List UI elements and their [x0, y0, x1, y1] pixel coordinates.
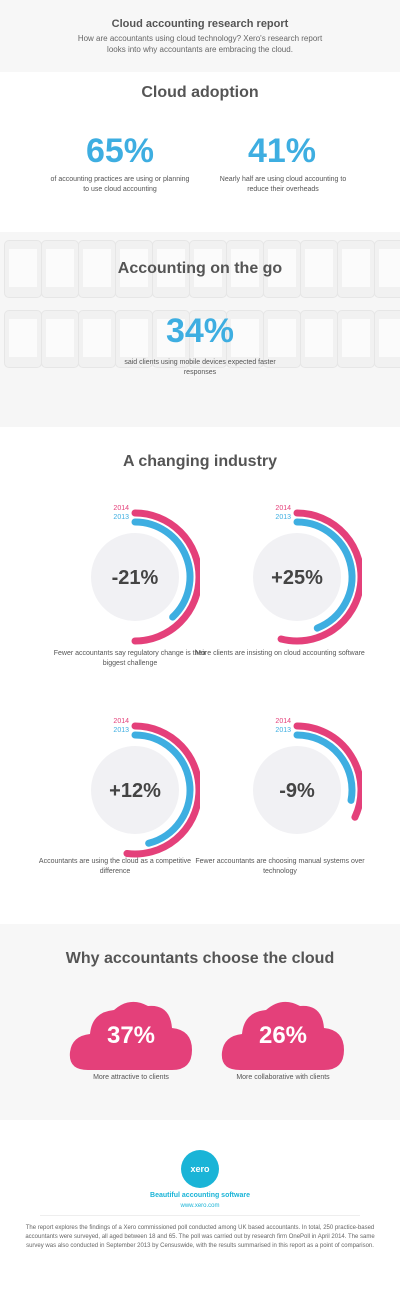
gauge-center-circle: [91, 746, 179, 834]
phone-outline: [41, 310, 79, 368]
gauge-change-value: +25%: [271, 567, 323, 589]
cloud-badge-value-1: 37%: [106, 1022, 156, 1049]
gauge-caption-2: More clients are insisting on cloud acco…: [195, 650, 365, 657]
arc-2014: [293, 722, 362, 821]
mobile-section: Accounting on the go 34% said clients us…: [0, 232, 400, 427]
legend-2013-label: 2013: [113, 514, 129, 521]
footer-fine-print: The report explores the findings of a Xe…: [25, 1225, 375, 1249]
gauge-change-value: +12%: [109, 780, 161, 802]
gauge-chart-1: 2014 2013 -21%: [91, 505, 200, 645]
phone-outline: [337, 310, 375, 368]
adoption-stat-2: 41%: [247, 132, 317, 170]
adoption-caption-1: of accounting practices are using or pla…: [50, 176, 190, 193]
phone-outline: [152, 240, 190, 298]
gauge-caption-3: Accountants are using the cloud as a com…: [38, 858, 192, 875]
phone-outline: [226, 310, 264, 368]
arc-2014: [277, 509, 362, 645]
why-cloud-section: Why accountants choose the cloud 37% Mor…: [0, 924, 400, 1120]
gauge-change-value: -9%: [279, 780, 315, 802]
legend-2014-label: 2014: [113, 718, 129, 725]
footer-divider: [40, 1215, 360, 1216]
arc-2014: [131, 509, 200, 645]
phone-outline: [226, 240, 264, 298]
legend-2014-label: 2014: [275, 718, 291, 725]
gauge-caption-4: Fewer accountants are choosing manual sy…: [195, 858, 365, 875]
footer: xero Beautiful accounting software www.x…: [0, 1120, 400, 1301]
cloud-adoption-title: Cloud adoption: [141, 84, 259, 101]
phone-outline: [189, 240, 227, 298]
phone-outline: [263, 240, 301, 298]
legend-2013-label: 2013: [275, 514, 291, 521]
gauge-chart-3: 2014 2013 +12%: [91, 718, 200, 858]
industry-title: A changing industry: [122, 453, 278, 470]
why-cloud-title: Why accountants choose the cloud: [65, 950, 335, 967]
gauge-chart-4: 2014 2013 -9%: [253, 718, 362, 834]
cloud-caption-1: More attractive to clients: [93, 1074, 169, 1081]
cloud-badge-1: 37%: [66, 994, 196, 1074]
phone-outline: [300, 310, 338, 368]
legend-2014-label: 2014: [113, 505, 129, 512]
arc-2014: [123, 722, 200, 858]
gauge-caption-1: Fewer accountants say regulatory change …: [53, 650, 207, 667]
mobile-stat: 34%: [165, 312, 235, 350]
phone-outline: [41, 240, 79, 298]
phone-outline: [374, 310, 400, 368]
legend-2013-label: 2013: [275, 727, 291, 734]
report-title: Cloud accounting research report: [111, 18, 289, 30]
gauge-center-circle: [253, 746, 341, 834]
cloud-badge-value-2: 26%: [258, 1022, 308, 1049]
footer-tagline: Beautiful accounting software: [150, 1192, 250, 1199]
industry-section: A changing industry 2014 2013 -21% Fewer a…: [0, 427, 400, 924]
phone-outline: [78, 310, 116, 368]
gauge-center-circle: [91, 533, 179, 621]
cloud-icon: [69, 1001, 192, 1070]
cloud-icon: [221, 1001, 344, 1070]
phone-outline: [4, 240, 42, 298]
legend-2013-label: 2013: [113, 727, 129, 734]
phone-outline: [337, 240, 375, 298]
mobile-title: Accounting on the go: [117, 260, 283, 277]
adoption-stat-1: 65%: [85, 132, 155, 170]
arc-2013: [293, 518, 356, 632]
gauge-change-value: -21%: [112, 567, 159, 589]
phone-outline: [300, 240, 338, 298]
arc-2013: [293, 731, 356, 804]
mobile-caption: said clients using mobile devices expect…: [124, 359, 276, 376]
legend-2014-label: 2014: [275, 505, 291, 512]
cloud-adoption-section: Cloud adoption 65% of accounting practic…: [0, 72, 400, 232]
phone-outline: [4, 310, 42, 368]
cloud-caption-2: More collaborative with clients: [236, 1074, 330, 1081]
gauge-chart-2: 2014 2013 +25%: [253, 505, 362, 645]
phone-outline: [374, 240, 400, 298]
gauge-center-circle: [253, 533, 341, 621]
adoption-caption-2: Nearly half are using cloud accounting t…: [219, 176, 347, 193]
footer-url-link[interactable]: www.xero.com: [180, 1203, 220, 1209]
cloud-badge-2: 26%: [218, 994, 348, 1074]
arc-2013: [131, 731, 194, 847]
report-subtitle: How are accountants using cloud technolo…: [77, 34, 323, 54]
report-header: Cloud accounting research report How are…: [0, 0, 400, 72]
arc-2013: [131, 518, 194, 621]
xero-logo[interactable]: xero: [181, 1150, 219, 1188]
phone-outline: [115, 240, 153, 298]
